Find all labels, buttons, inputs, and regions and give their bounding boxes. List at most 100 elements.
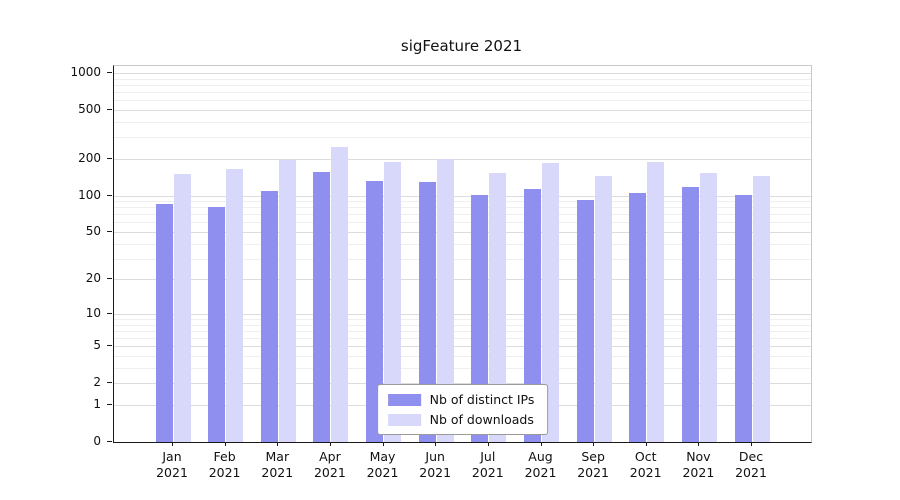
y-tick-mark bbox=[107, 312, 112, 314]
y-tick-mark bbox=[107, 441, 112, 442]
gridline-minor bbox=[114, 319, 811, 320]
bar-downloads-mar bbox=[278, 160, 296, 442]
x-tick-mark bbox=[277, 442, 279, 446]
gridline-minor bbox=[114, 356, 811, 357]
y-tick-label: 2 bbox=[93, 375, 101, 390]
x-tick-mark bbox=[751, 442, 752, 446]
x-tick-label-month: Oct bbox=[634, 449, 657, 464]
bar-downloads-nov bbox=[699, 173, 717, 442]
y-tick-mark bbox=[107, 109, 112, 110]
legend: Nb of distinct IPs Nb of downloads bbox=[376, 384, 549, 435]
y-tick-label: 0 bbox=[93, 434, 101, 448]
y-tick-label: 1 bbox=[93, 397, 101, 411]
gridline-major bbox=[114, 195, 811, 197]
x-tick-label-year: 2021 bbox=[208, 464, 241, 480]
x-tick-label-month: May bbox=[369, 449, 396, 464]
x-tick-mark bbox=[172, 442, 173, 446]
x-tick-label-month: Nov bbox=[686, 449, 711, 464]
x-tick-label: Oct 2021 bbox=[611, 449, 681, 480]
gridline-minor bbox=[114, 368, 811, 369]
x-tick-label-year: 2021 bbox=[156, 464, 188, 480]
bar-distinct-ips-oct bbox=[629, 193, 647, 442]
bar-distinct-ips-apr bbox=[313, 172, 331, 442]
legend-swatch bbox=[387, 413, 421, 426]
bar-distinct-ips-jan bbox=[155, 204, 173, 442]
bar-downloads-sep bbox=[594, 175, 612, 442]
y-tick-mark bbox=[107, 404, 112, 405]
x-tick-label: Sep 2021 bbox=[558, 449, 628, 480]
x-tick-label-month: Sep bbox=[581, 449, 605, 464]
x-tick-label-year: 2021 bbox=[577, 464, 609, 480]
gridline-minor bbox=[114, 338, 811, 340]
gridline-minor bbox=[114, 207, 811, 209]
bar-distinct-ips-jun bbox=[418, 181, 436, 442]
bar-distinct-ips-mar bbox=[260, 190, 278, 442]
bar-downloads-aug bbox=[542, 162, 559, 442]
legend-item: Nb of distinct IPs bbox=[387, 392, 535, 407]
x-tick-label-month: Feb bbox=[213, 449, 236, 464]
x-tick-label: Jul 2021 bbox=[453, 449, 523, 480]
gridline-minor bbox=[114, 78, 811, 80]
legend-swatch bbox=[387, 393, 421, 406]
bar-distinct-ips-aug bbox=[524, 188, 541, 442]
gridline-minor bbox=[114, 137, 811, 139]
gridline-minor bbox=[114, 201, 811, 203]
x-tick-label: May 2021 bbox=[348, 449, 418, 480]
gridline-major bbox=[114, 232, 811, 233]
x-tick-label-year: 2021 bbox=[471, 464, 504, 480]
y-tick-label: 50 bbox=[85, 224, 101, 238]
gridline-major bbox=[114, 279, 811, 281]
bar-downloads-feb bbox=[226, 169, 244, 442]
gridline-minor bbox=[114, 92, 811, 93]
x-tick-mark bbox=[224, 442, 226, 446]
x-tick-mark bbox=[329, 442, 331, 446]
legend-item: Nb of downloads bbox=[387, 412, 535, 427]
y-tick-mark bbox=[107, 345, 112, 347]
gridline-major bbox=[114, 73, 811, 74]
gridline-minor bbox=[114, 330, 811, 332]
x-tick-label: Aug 2021 bbox=[506, 449, 576, 480]
y-tick-label: 1000 bbox=[70, 65, 101, 79]
bar-distinct-ips-dec bbox=[734, 195, 752, 442]
bar-downloads-may bbox=[384, 161, 401, 442]
x-tick-mark bbox=[435, 442, 437, 446]
x-tick-label-year: 2021 bbox=[735, 464, 767, 480]
y-tick-label: 5 bbox=[93, 338, 101, 353]
bar-downloads-apr bbox=[331, 146, 349, 442]
y-tick-mark bbox=[107, 231, 112, 232]
x-tick-label-year: 2021 bbox=[629, 464, 662, 480]
gridline-major bbox=[114, 110, 811, 111]
bar-downloads-dec bbox=[752, 175, 770, 442]
x-tick-label: Jan 2021 bbox=[137, 449, 207, 480]
bar-distinct-ips-sep bbox=[576, 199, 594, 442]
gridline-major bbox=[114, 158, 811, 160]
gridline-minor bbox=[114, 84, 811, 86]
bar-downloads-jan bbox=[173, 174, 191, 442]
x-tick-label: Mar 2021 bbox=[242, 449, 312, 480]
x-tick-label-month: Aug bbox=[528, 449, 553, 464]
gridline-minor bbox=[114, 324, 811, 326]
gridline-minor bbox=[114, 121, 811, 123]
x-tick-label: Apr 2021 bbox=[295, 449, 365, 480]
x-tick-label-year: 2021 bbox=[419, 464, 452, 480]
y-tick-mark bbox=[107, 382, 112, 384]
x-tick-mark bbox=[698, 442, 700, 446]
x-tick-mark bbox=[593, 442, 595, 446]
x-tick-label-month: Mar bbox=[265, 449, 290, 464]
bar-distinct-ips-may bbox=[366, 180, 383, 442]
y-tick-label: 20 bbox=[85, 271, 101, 286]
bar-downloads-jun bbox=[436, 158, 454, 442]
gridline-minor bbox=[114, 214, 811, 216]
x-tick-label-year: 2021 bbox=[261, 464, 294, 480]
legend-label: Nb of distinct IPs bbox=[429, 392, 535, 407]
bar-distinct-ips-nov bbox=[681, 187, 699, 442]
y-tick-mark bbox=[107, 72, 112, 73]
y-tick-mark bbox=[107, 278, 112, 280]
gridline-major bbox=[114, 313, 811, 315]
y-tick-label: 100 bbox=[78, 187, 101, 202]
gridline-minor bbox=[114, 243, 811, 245]
x-tick-label: Feb 2021 bbox=[190, 449, 260, 480]
gridline-major bbox=[114, 346, 811, 348]
gridline-major bbox=[114, 383, 811, 385]
